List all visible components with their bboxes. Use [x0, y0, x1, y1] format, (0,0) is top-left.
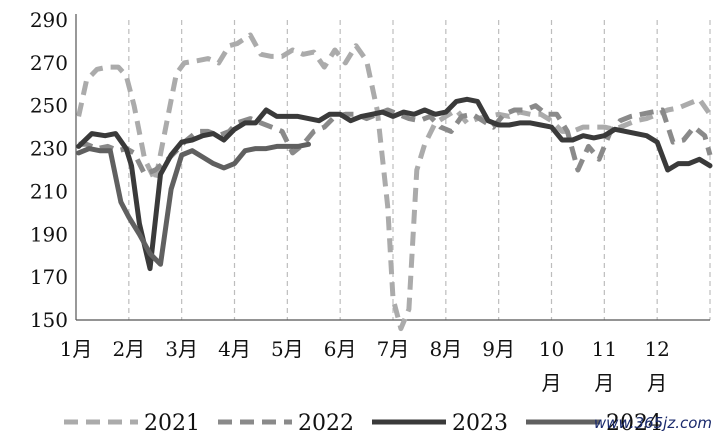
series-lines — [76, 32, 713, 332]
x-tick-label: 11 — [592, 337, 617, 361]
y-tick-label: 290 — [30, 8, 68, 32]
y-tick-labels: 150 170 190 210 230 250 270 290 — [30, 8, 68, 332]
series-line-2024 — [76, 141, 311, 267]
axes — [75, 14, 710, 321]
x-tick-label: 9月 — [482, 337, 515, 361]
x-tick-label: 6月 — [324, 337, 357, 361]
grid-lines — [128, 20, 711, 320]
legend-label-2022: 2022 — [298, 411, 354, 436]
watermark: www.365jz.com — [593, 414, 712, 432]
y-tick-label: 270 — [30, 51, 68, 75]
x-tick-label-suffix: 月 — [594, 371, 614, 395]
y-tick-label: 210 — [30, 179, 68, 203]
x-tick-label: 7月 — [377, 337, 410, 361]
x-tick-label: 10 — [539, 337, 564, 361]
legend-label-2024: 2024 — [606, 411, 662, 436]
x-tick-label: 2月 — [112, 337, 145, 361]
x-tick-labels: 1月 2月 3月 4月 5月 6月 7月 8月 9月 10 月 11 月 12 月 — [60, 337, 670, 395]
y-tick-label: 190 — [30, 222, 68, 246]
y-tick-label: 230 — [30, 137, 68, 161]
x-tick-label: 12 — [644, 337, 669, 361]
x-tick-label: 4月 — [218, 337, 251, 361]
x-tick-label: 8月 — [429, 337, 462, 361]
series-line-2023 — [76, 96, 713, 272]
series-line-2022 — [78, 103, 713, 177]
x-tick-label-suffix: 月 — [542, 371, 562, 395]
y-tick-label: 150 — [30, 308, 68, 332]
x-tick-label: 1月 — [60, 337, 93, 361]
legend: 2021 2022 2023 2024 — [64, 411, 662, 436]
y-tick-label: 170 — [30, 265, 68, 289]
x-tick-label-suffix: 月 — [647, 371, 667, 395]
x-tick-label: 3月 — [165, 337, 198, 361]
legend-label-2023: 2023 — [452, 411, 508, 436]
x-tick-label: 5月 — [271, 337, 304, 361]
series-line-2021 — [76, 32, 713, 332]
y-tick-label: 250 — [30, 94, 68, 118]
legend-label-2021: 2021 — [144, 411, 200, 436]
